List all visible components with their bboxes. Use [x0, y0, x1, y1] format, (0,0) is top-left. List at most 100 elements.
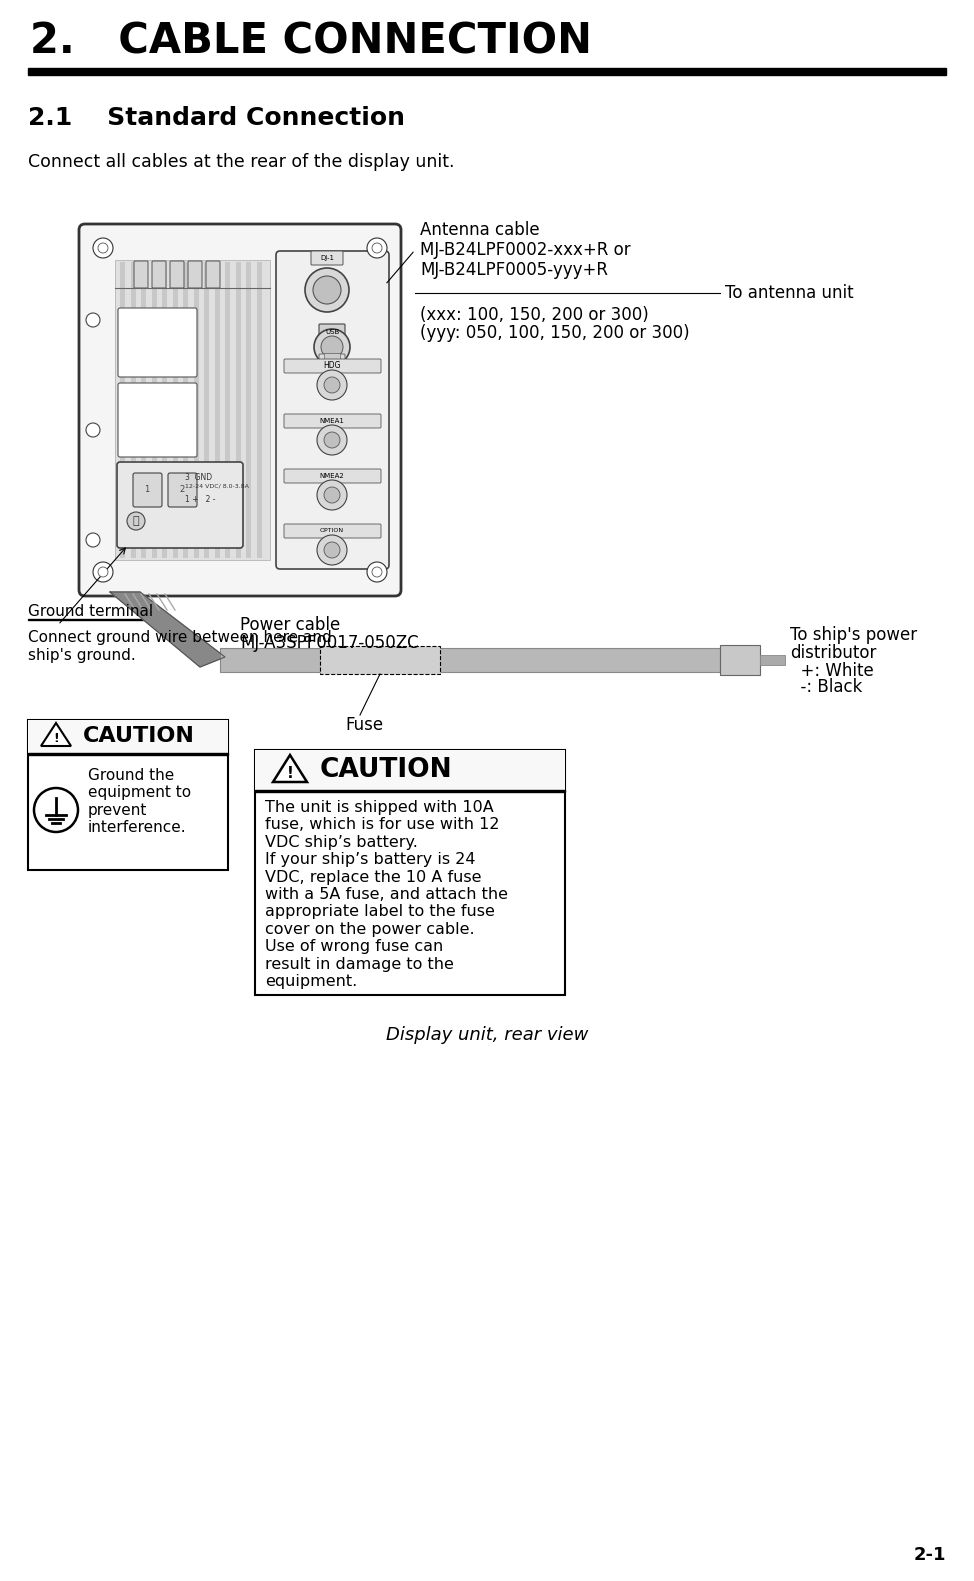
- Bar: [255, 749, 565, 790]
- FancyBboxPatch shape: [324, 353, 340, 360]
- Circle shape: [317, 481, 347, 511]
- FancyBboxPatch shape: [284, 359, 381, 373]
- Bar: [225, 262, 230, 558]
- Bar: [162, 262, 167, 558]
- Text: distributor: distributor: [790, 643, 877, 662]
- Text: NMEA2: NMEA2: [319, 473, 345, 479]
- Circle shape: [317, 370, 347, 400]
- Text: The unit is shipped with 10A
fuse, which is for use with 12
VDC ship’s battery.
: The unit is shipped with 10A fuse, which…: [265, 800, 508, 990]
- Text: USB: USB: [325, 329, 339, 335]
- Bar: [183, 262, 188, 558]
- Circle shape: [98, 568, 108, 577]
- Bar: [720, 645, 760, 675]
- Text: CAUTION: CAUTION: [320, 757, 453, 783]
- Circle shape: [317, 534, 347, 564]
- Text: Ground terminal: Ground terminal: [28, 604, 153, 620]
- Text: Power cable: Power cable: [240, 617, 340, 634]
- Text: ⏚: ⏚: [132, 515, 139, 526]
- Bar: [28, 719, 228, 870]
- Text: (xxx: 100, 150, 200 or 300): (xxx: 100, 150, 200 or 300): [420, 307, 649, 324]
- Circle shape: [305, 269, 349, 311]
- Circle shape: [367, 561, 387, 582]
- Circle shape: [34, 787, 78, 832]
- FancyBboxPatch shape: [79, 225, 401, 596]
- Circle shape: [324, 432, 340, 447]
- Text: -: Black: -: Black: [790, 678, 862, 696]
- Bar: [256, 262, 261, 558]
- FancyBboxPatch shape: [170, 261, 184, 288]
- Circle shape: [324, 376, 340, 394]
- Text: OPTION: OPTION: [319, 528, 344, 533]
- Text: (yyy: 050, 100, 150, 200 or 300): (yyy: 050, 100, 150, 200 or 300): [420, 324, 690, 341]
- Circle shape: [86, 533, 100, 547]
- Text: NMEA1: NMEA1: [319, 417, 345, 424]
- Bar: [214, 262, 219, 558]
- Circle shape: [372, 568, 382, 577]
- Text: +: White: +: White: [790, 662, 874, 680]
- Circle shape: [98, 243, 108, 253]
- Text: !: !: [286, 765, 293, 781]
- Text: 1: 1: [144, 485, 150, 495]
- Polygon shape: [273, 756, 307, 783]
- Text: CAUTION: CAUTION: [83, 726, 195, 746]
- Polygon shape: [110, 591, 225, 667]
- Text: To ship's power: To ship's power: [790, 626, 918, 643]
- Bar: [194, 262, 199, 558]
- Circle shape: [324, 487, 340, 503]
- Text: Antenna cable: Antenna cable: [420, 221, 540, 239]
- Bar: [220, 648, 720, 672]
- Text: 2.1    Standard Connection: 2.1 Standard Connection: [28, 106, 405, 130]
- Polygon shape: [41, 723, 71, 746]
- FancyBboxPatch shape: [152, 261, 166, 288]
- FancyBboxPatch shape: [284, 523, 381, 538]
- Text: DJ-1: DJ-1: [320, 255, 334, 261]
- Circle shape: [324, 542, 340, 558]
- Bar: [760, 655, 785, 666]
- Text: 3  GND: 3 GND: [185, 473, 212, 482]
- Circle shape: [93, 561, 113, 582]
- Circle shape: [86, 424, 100, 436]
- Text: Ground the
equipment to
prevent
interference.: Ground the equipment to prevent interfer…: [88, 768, 191, 835]
- Circle shape: [317, 425, 347, 455]
- FancyBboxPatch shape: [284, 414, 381, 428]
- Text: To antenna unit: To antenna unit: [725, 285, 853, 302]
- Text: MJ-B24LPF0005-yyy+R: MJ-B24LPF0005-yyy+R: [420, 261, 608, 278]
- FancyBboxPatch shape: [188, 261, 202, 288]
- Text: 2-1: 2-1: [914, 1546, 946, 1564]
- FancyBboxPatch shape: [117, 462, 243, 549]
- Text: ship's ground.: ship's ground.: [28, 648, 135, 662]
- Text: Connect all cables at the rear of the display unit.: Connect all cables at the rear of the di…: [28, 153, 455, 171]
- FancyBboxPatch shape: [118, 383, 197, 457]
- Circle shape: [372, 243, 382, 253]
- Circle shape: [86, 313, 100, 327]
- Bar: [204, 262, 209, 558]
- Circle shape: [367, 239, 387, 258]
- FancyBboxPatch shape: [284, 470, 381, 484]
- FancyBboxPatch shape: [134, 261, 148, 288]
- Text: Display unit, rear view: Display unit, rear view: [386, 1026, 588, 1043]
- Circle shape: [321, 337, 343, 357]
- Text: 1 +   2 -: 1 + 2 -: [185, 495, 215, 504]
- Text: MJ-B24LPF0002-xxx+R or: MJ-B24LPF0002-xxx+R or: [420, 240, 630, 259]
- FancyBboxPatch shape: [311, 251, 343, 266]
- Bar: [115, 259, 270, 560]
- FancyBboxPatch shape: [168, 473, 197, 508]
- Circle shape: [314, 329, 350, 365]
- Bar: [220, 648, 720, 672]
- Circle shape: [127, 512, 145, 530]
- Bar: [141, 262, 146, 558]
- FancyBboxPatch shape: [133, 473, 162, 508]
- Bar: [152, 262, 157, 558]
- Bar: [131, 262, 135, 558]
- Bar: [236, 262, 241, 558]
- Bar: [320, 647, 440, 674]
- FancyBboxPatch shape: [319, 324, 345, 341]
- Bar: [246, 262, 251, 558]
- Bar: [172, 262, 177, 558]
- Text: HDG: HDG: [323, 362, 341, 370]
- FancyBboxPatch shape: [319, 354, 345, 365]
- FancyBboxPatch shape: [276, 251, 389, 569]
- Bar: [120, 262, 125, 558]
- Text: !: !: [54, 732, 58, 746]
- Text: 2.   CABLE CONNECTION: 2. CABLE CONNECTION: [30, 21, 592, 63]
